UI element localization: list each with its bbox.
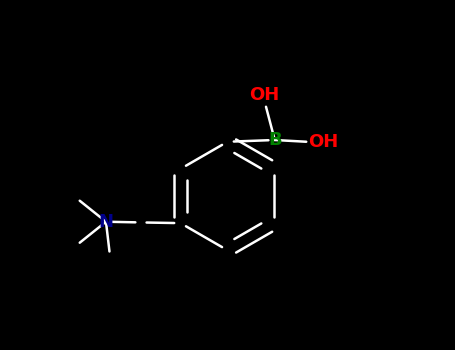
Text: B: B [268,131,282,149]
Text: OH: OH [249,86,279,104]
Text: OH: OH [308,133,338,151]
Text: N: N [98,213,113,231]
